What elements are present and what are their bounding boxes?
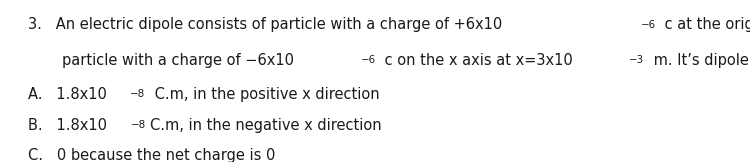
- Text: m. It’s dipole moment is:: m. It’s dipole moment is:: [649, 53, 750, 68]
- Text: −6: −6: [361, 55, 376, 65]
- Text: C.m, in the negative x direction: C.m, in the negative x direction: [150, 118, 382, 133]
- Text: C.m, in the positive x direction: C.m, in the positive x direction: [150, 87, 380, 102]
- Text: particle with a charge of −6x10: particle with a charge of −6x10: [62, 53, 293, 68]
- Text: c at the origin and a: c at the origin and a: [660, 17, 750, 32]
- Text: B.   1.8x10: B. 1.8x10: [28, 118, 107, 133]
- Text: −6: −6: [640, 20, 656, 29]
- Text: −8: −8: [130, 120, 146, 130]
- Text: 3.   An electric dipole consists of particle with a charge of +6x10: 3. An electric dipole consists of partic…: [28, 17, 502, 32]
- Text: c on the x axis at x=3x10: c on the x axis at x=3x10: [380, 53, 573, 68]
- Text: −8: −8: [130, 89, 146, 99]
- Text: A.   1.8x10: A. 1.8x10: [28, 87, 107, 102]
- Text: −3: −3: [629, 55, 644, 65]
- Text: C.   0 because the net charge is 0: C. 0 because the net charge is 0: [28, 148, 276, 162]
